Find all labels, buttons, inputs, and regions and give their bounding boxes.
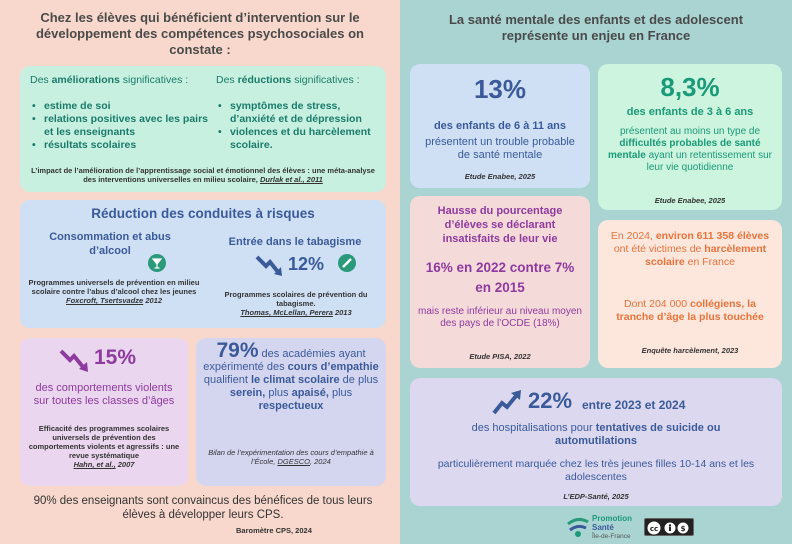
improvements-title: Des améliorations significatives : — [30, 74, 189, 86]
pisa-card: Hausse du pourcentage d’élèves se déclar… — [410, 196, 590, 368]
harcelement-text: En 2024, environ 611 358 élèves ont été … — [610, 230, 770, 268]
enabee1-line2: présentent un trouble probable de santé … — [425, 136, 575, 161]
pisa-title: Hausse du pourcentage d’élèves se déclar… — [437, 205, 563, 245]
tobacco-source: Programmes scolaires de prévention du ta… — [224, 290, 368, 317]
right-header: La santé mentale des enfants et des adol… — [448, 12, 744, 43]
enabee2-source: Etude Enabee, 2025 — [654, 196, 726, 205]
enabee2-line1: des enfants de 3 à 6 ans — [626, 106, 754, 118]
enabee1-pct: 13% — [473, 74, 527, 104]
enabee2-pct: 8,3% — [660, 72, 720, 102]
alcohol-source: Programmes universels de prévention en m… — [28, 278, 200, 305]
tobacco-pct: 12% — [288, 254, 325, 274]
enabee-3-6-card: 8,3% des enfants de 3 à 6 ans présentent… — [598, 64, 782, 210]
edp-period: entre 2023 et 2024 — [582, 398, 686, 412]
edp-pct: 22% — [528, 388, 573, 413]
violence-text: des comportements violents sur toutes le… — [33, 382, 175, 407]
risk-title: Réduction des conduites à risques — [91, 206, 315, 221]
improvements-list: estime de soi relations positives avec l… — [32, 100, 212, 152]
risk-card: Réduction des conduites à risques Consom… — [20, 200, 386, 328]
edp-source: L’EDP-Santé, 2025 — [563, 492, 629, 501]
alcohol-title: Consommation et abus d’alcool — [49, 231, 171, 257]
violence-source: Efficacité des programmes scolaires univ… — [28, 424, 180, 469]
left-header: Chez les élèves qui bénéficient d’interv… — [35, 10, 364, 57]
pisa-big: 16% en 2022 contre 7% en 2015 — [425, 260, 575, 295]
down-trend-arrow-icon — [59, 349, 88, 372]
teachers-source: Baromètre CPS, 2024 — [236, 526, 312, 535]
logo-text: Promotion Santé Île-de-France — [592, 514, 632, 540]
enabee-6-11-card: 13% des enfants de 6 à 11 ans présentent… — [410, 64, 590, 188]
pisa-text: mais reste inférieur au niveau moyen des… — [418, 306, 582, 329]
improvements-card: Des améliorations significatives : estim… — [20, 66, 386, 192]
enabee2-text: présentent au moins un type de difficult… — [608, 126, 772, 173]
cocktail-icon — [148, 254, 166, 272]
promotion-sante-logo-icon — [567, 517, 589, 537]
teachers-text: 90% des enseignants sont convaincus des … — [33, 495, 373, 521]
empathy-text: 79% des académies ayant expérimenté des … — [203, 339, 379, 412]
list-item: symptômes de stress, d’anxiété et de dép… — [218, 100, 380, 126]
violence-card: 15% des comportements violents sur toute… — [20, 338, 188, 486]
up-trend-arrow-icon — [492, 390, 521, 415]
cigarette-icon — [338, 254, 356, 272]
enabee1-source: Etude Enabee, 2025 — [464, 172, 536, 181]
list-item: violences et du harcèlement scolaire. — [218, 126, 380, 152]
empathy-source: Bilan de l’expérimentation des cours d’e… — [208, 448, 374, 466]
source-citation: L’impact de l’amélioration de l’apprenti… — [31, 166, 375, 184]
edp-text: des hospitalisations pour tentatives de … — [471, 422, 721, 447]
down-trend-arrow-icon — [255, 255, 282, 276]
harcelement-text2: Dont 204 000 collégiens, la tranche d’âg… — [616, 298, 764, 323]
svg-text:cc: cc — [650, 525, 658, 533]
promotion-sante-logo — [566, 514, 590, 538]
list-item: relations positives avec les pairs et le… — [32, 113, 212, 139]
reductions-title: Des réductions significatives : — [216, 74, 360, 86]
harcelement-card: En 2024, environ 611 358 élèves ont été … — [598, 220, 782, 368]
edp-text2: particulièrement marquée chez les très j… — [437, 458, 755, 483]
list-item: estime de soi — [32, 100, 212, 113]
list-item: résultats scolaires — [32, 139, 212, 152]
cc-license-icon: cc $ — [644, 518, 694, 536]
harcelement-source: Enquête harcèlement, 2023 — [641, 346, 739, 355]
tobacco-title: Entrée dans le tabagisme — [228, 236, 362, 248]
edp-card: 22% entre 2023 et 2024 des hospitalisati… — [410, 378, 782, 506]
enabee1-line1: des enfants de 6 à 11 ans — [433, 120, 567, 132]
svg-text:$: $ — [681, 525, 686, 533]
pisa-source: Etude PISA, 2022 — [469, 352, 531, 361]
empathy-card: 79% des académies ayant expérimenté des … — [196, 338, 386, 486]
violence-pct: 15% — [94, 346, 137, 369]
reductions-list: symptômes de stress, d’anxiété et de dép… — [218, 100, 380, 152]
